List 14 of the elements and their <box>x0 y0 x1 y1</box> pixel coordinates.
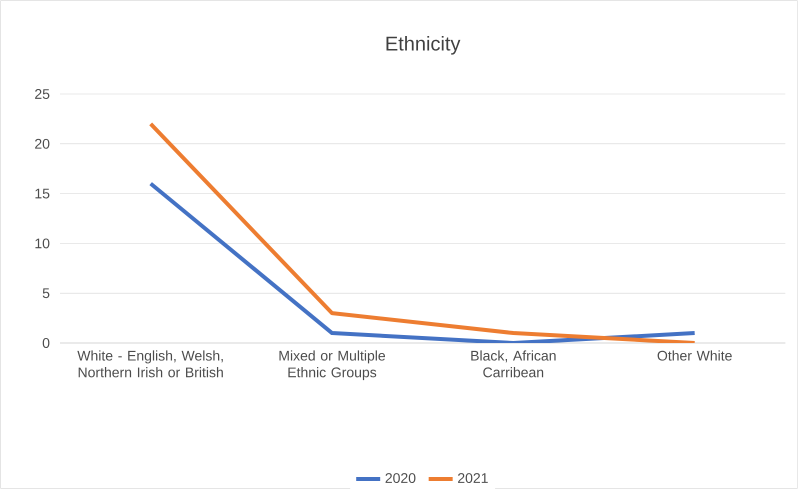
y-tick-label: 5 <box>42 288 50 298</box>
line-series <box>148 122 697 343</box>
x-tick-label: Other White <box>658 350 732 361</box>
y-tick-label: 15 <box>35 188 50 198</box>
legend-label: 2021 <box>458 473 488 484</box>
y-tick-label: 25 <box>35 89 50 99</box>
x-tick-label: Mixed or Multiple Ethnic Groups <box>279 350 386 380</box>
chart-title: Ethnicity <box>386 36 460 55</box>
y-tick-label: 20 <box>35 138 50 149</box>
x-tick-label: Black, African Carribean <box>471 350 556 378</box>
x-tick-label: White - English, Welsh, Northern Irish or British <box>77 350 223 378</box>
y-tick-label: 0 <box>42 338 50 348</box>
legend-label: 2020 <box>386 473 416 484</box>
y-tick-label: 10 <box>35 238 50 248</box>
